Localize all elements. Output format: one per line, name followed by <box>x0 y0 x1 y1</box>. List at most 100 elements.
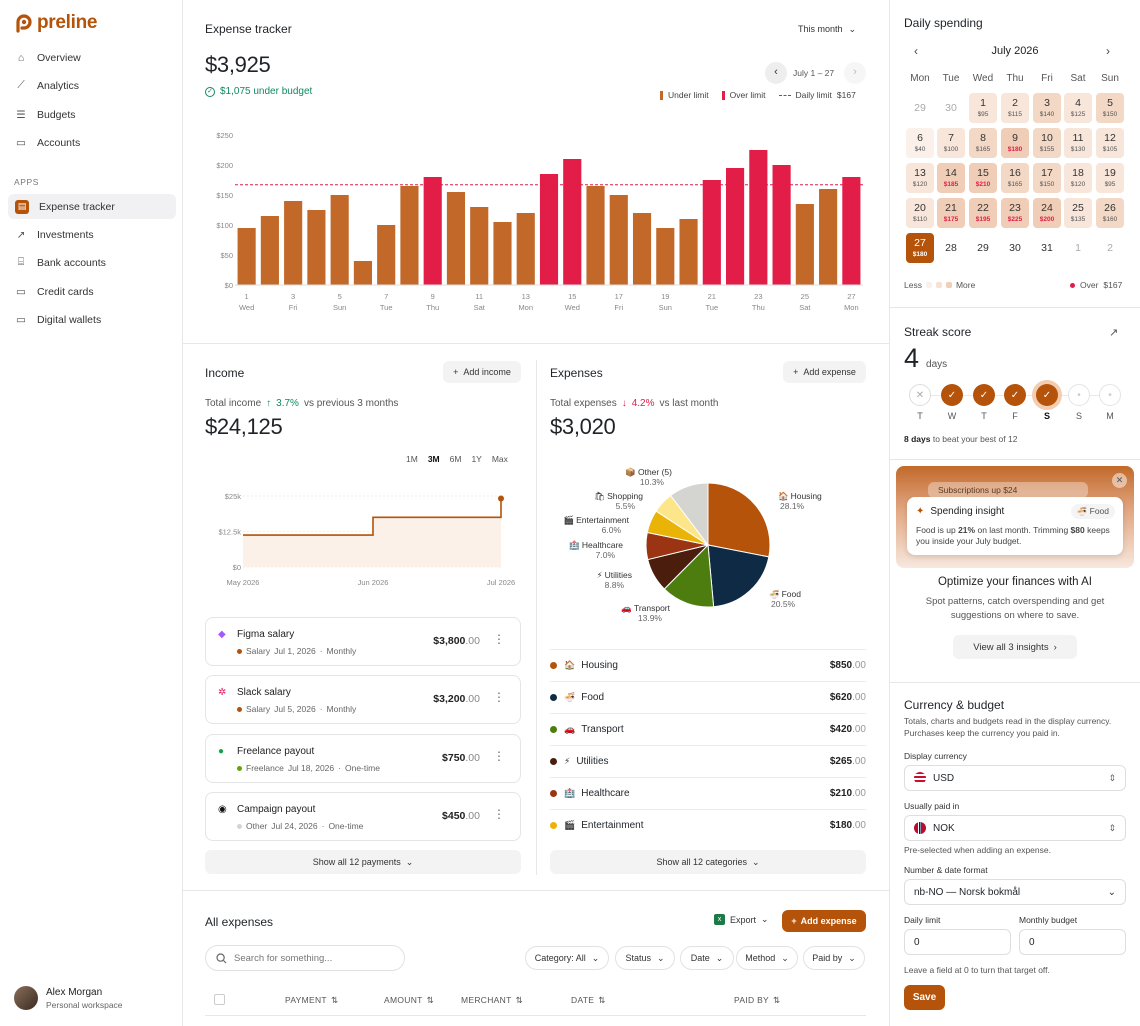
bar-day-25[interactable] <box>795 204 814 285</box>
bar-day-21[interactable] <box>702 180 721 285</box>
payment-card[interactable]: ◉ Campaign payout Other Jul 24, 2026 · One-ti… <box>205 792 521 841</box>
income-latest-point[interactable] <box>498 495 504 502</box>
payment-card[interactable]: ◆ Figma salary Salary Jul 1, 2026 · Monthly $3… <box>205 617 521 666</box>
more-options-icon[interactable]: ⋮ <box>493 690 505 704</box>
calendar-day[interactable]: 20 $110 <box>906 198 934 228</box>
add-income-button[interactable]: + Add income <box>443 361 521 383</box>
bar-day-27[interactable] <box>842 177 861 285</box>
pie-slice-other[interactable] <box>669 482 709 547</box>
save-button[interactable]: Save <box>904 985 945 1010</box>
bar-day-12[interactable] <box>493 222 512 285</box>
close-icon[interactable]: ✕ <box>1112 473 1127 488</box>
bar-day-9[interactable] <box>423 177 442 285</box>
bar-day-20[interactable] <box>679 219 698 285</box>
show-all-payments-button[interactable]: Show all 12 payments ⌄ <box>205 850 521 874</box>
format-select[interactable]: nb-NO — Norsk bokmål ⌄ <box>904 879 1126 905</box>
bar-day-1[interactable] <box>237 228 256 285</box>
bar-day-26[interactable] <box>819 189 838 285</box>
display-currency-select[interactable]: USD ⇕ <box>904 765 1126 791</box>
filter-paid-by[interactable]: Paid by ⌄ <box>803 946 865 970</box>
calendar-day[interactable]: 5 $150 <box>1096 93 1124 123</box>
bar-day-15[interactable] <box>563 159 582 285</box>
bar-day-16[interactable] <box>586 186 605 285</box>
calendar-day[interactable]: 2 <box>1096 233 1124 263</box>
calendar-day[interactable]: 23 $225 <box>1001 198 1029 228</box>
nav-app-expense-tracker[interactable]: ▤ Expense tracker <box>8 194 176 219</box>
monthly-budget-input[interactable]: 0 <box>1019 929 1126 955</box>
range-tab-max[interactable]: Max <box>491 454 508 464</box>
nav-app-digital-wallets[interactable]: ▭ Digital wallets <box>8 307 176 332</box>
category-row[interactable]: 🍜 Food $620.00 <box>550 681 866 713</box>
filter-date[interactable]: Date ⌄ <box>680 946 734 970</box>
calendar-day[interactable]: 24 $200 <box>1033 198 1061 228</box>
calendar-day[interactable]: 26 $160 <box>1096 198 1124 228</box>
filter-status[interactable]: Status ⌄ <box>615 946 675 970</box>
range-tab-1y[interactable]: 1Y <box>471 454 482 464</box>
period-select[interactable]: This month ⌄ <box>798 24 856 35</box>
calendar-day[interactable]: 3 $140 <box>1033 93 1061 123</box>
bar-day-2[interactable] <box>260 216 279 285</box>
calendar-day[interactable]: 4 $125 <box>1064 93 1092 123</box>
bar-day-6[interactable] <box>353 261 372 285</box>
calendar-day[interactable]: 14 $185 <box>937 163 965 193</box>
add-expense-small-button[interactable]: + Add expense <box>783 361 866 383</box>
pie-slice-food[interactable] <box>707 544 770 608</box>
calendar-day[interactable]: 29 <box>969 233 997 263</box>
nav-item-analytics[interactable]: ⟋ Analytics <box>8 73 176 98</box>
calendar-day[interactable]: 1 <box>1064 233 1092 263</box>
show-all-categories-button[interactable]: Show all 12 categories ⌄ <box>550 850 866 874</box>
bar-day-10[interactable] <box>446 192 466 285</box>
calendar-day[interactable]: 19 $95 <box>1096 163 1124 193</box>
nav-app-credit-cards[interactable]: ▭ Credit cards <box>8 279 176 304</box>
column-header-date[interactable]: DATE ⇅ <box>571 995 606 1006</box>
select-all-checkbox[interactable] <box>214 994 225 1005</box>
bar-day-23[interactable] <box>749 150 768 285</box>
add-expense-button[interactable]: + Add expense <box>782 910 866 932</box>
calendar-day[interactable]: 6 $40 <box>906 128 934 158</box>
next-range-button[interactable]: › <box>844 62 866 84</box>
export-button[interactable]: x Export ⌄ <box>714 914 769 925</box>
column-header-merchant[interactable]: MERCHANT ⇅ <box>461 995 523 1006</box>
calendar-day[interactable]: 30 <box>1001 233 1029 263</box>
calendar-day[interactable]: 17 $150 <box>1033 163 1061 193</box>
search-input[interactable]: Search for something... <box>205 945 405 971</box>
calendar-day[interactable]: 1 $95 <box>969 93 997 123</box>
calendar-day[interactable]: 18 $120 <box>1064 163 1092 193</box>
pie-slice-transport[interactable] <box>663 543 715 608</box>
pie-slice-housing[interactable] <box>707 482 771 558</box>
bar-day-8[interactable] <box>400 186 419 285</box>
bar-day-14[interactable] <box>539 174 559 285</box>
bar-day-13[interactable] <box>516 213 535 285</box>
calendar-day[interactable]: 11 $130 <box>1064 128 1092 158</box>
column-header-payment[interactable]: PAYMENT ⇅ <box>285 995 338 1006</box>
calendar-day[interactable]: 9 $180 <box>1001 128 1029 158</box>
filter-category[interactable]: Category: All ⌄ <box>525 946 609 970</box>
daily-limit-input[interactable]: 0 <box>904 929 1011 955</box>
filter-method[interactable]: Method ⌄ <box>736 946 798 970</box>
column-header-amount[interactable]: AMOUNT ⇅ <box>384 995 434 1006</box>
calendar-day[interactable]: 25 $135 <box>1064 198 1092 228</box>
category-row[interactable]: 🚗 Transport $420.00 <box>550 713 866 745</box>
range-tab-1m[interactable]: 1M <box>406 454 418 464</box>
prev-month-button[interactable]: ‹ <box>914 44 918 58</box>
category-row[interactable]: 🏠 Housing $850.00 <box>550 649 866 681</box>
calendar-day[interactable]: 21 $175 <box>937 198 965 228</box>
calendar-day[interactable]: 8 $165 <box>969 128 997 158</box>
bar-day-24[interactable] <box>772 165 791 285</box>
calendar-day[interactable]: 27 $180 <box>906 233 934 263</box>
bar-day-3[interactable] <box>284 201 303 285</box>
calendar-day[interactable]: 15 $210 <box>969 163 997 193</box>
column-header-paid-by[interactable]: PAID BY ⇅ <box>734 995 780 1006</box>
more-options-icon[interactable]: ⋮ <box>493 632 505 646</box>
category-row[interactable]: 🎬 Entertainment $180.00 <box>550 809 866 841</box>
calendar-day[interactable]: 22 $195 <box>969 198 997 228</box>
bar-day-19[interactable] <box>656 228 675 285</box>
more-options-icon[interactable]: ⋮ <box>493 749 505 763</box>
calendar-day[interactable]: 12 $105 <box>1096 128 1124 158</box>
nav-item-budgets[interactable]: ☰ Budgets <box>8 102 176 127</box>
nav-item-accounts[interactable]: ▭ Accounts <box>8 130 176 155</box>
range-tab-3m[interactable]: 3M <box>427 454 440 464</box>
calendar-day[interactable]: 7 $100 <box>937 128 965 158</box>
expand-arrow-icon[interactable]: ↗ <box>1109 327 1119 339</box>
calendar-day[interactable]: 16 $165 <box>1001 163 1029 193</box>
